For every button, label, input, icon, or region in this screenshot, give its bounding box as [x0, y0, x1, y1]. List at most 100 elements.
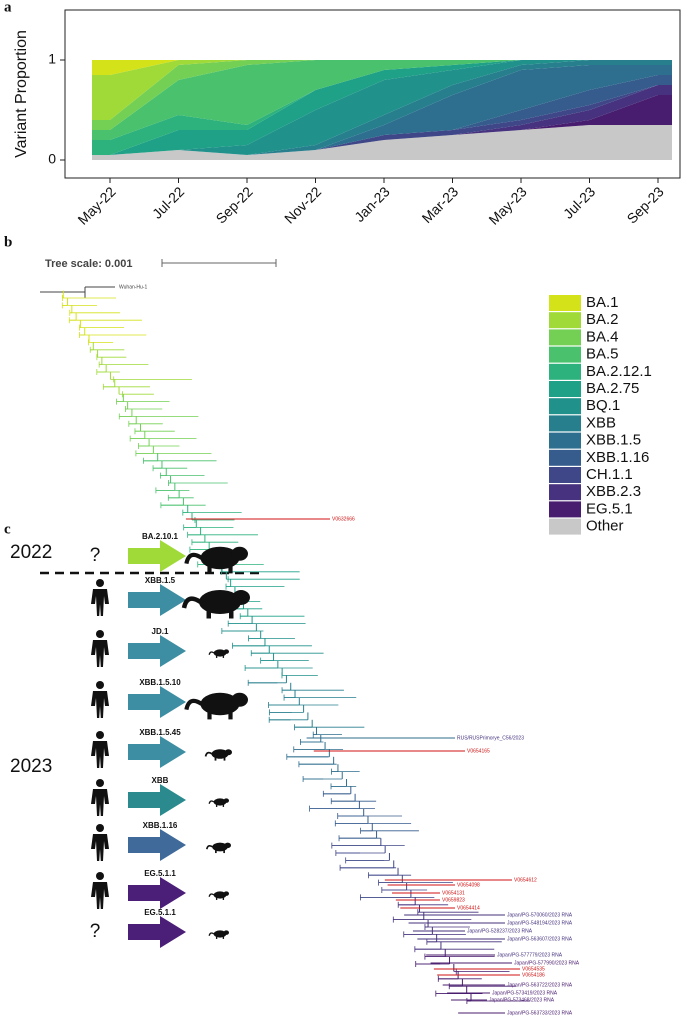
leaf-label: Japan/PG-577779/2023 RNA [497, 952, 563, 958]
body [211, 749, 229, 759]
area [92, 85, 672, 155]
legs [214, 757, 217, 761]
animal-icon [204, 749, 232, 761]
legs [229, 609, 234, 619]
head [223, 798, 229, 803]
human-icon [91, 579, 109, 616]
arrow [128, 736, 186, 768]
legs [206, 609, 211, 619]
body [213, 649, 227, 657]
head [231, 692, 248, 707]
legs [223, 757, 226, 761]
variant-label: XBB.1.5.45 [139, 728, 181, 737]
panel-label: b [4, 234, 12, 250]
variant-label: XBB.1.5 [145, 576, 176, 585]
leaf-label: Japan/PG-528237/2023 RNA [467, 928, 533, 934]
leaf-label: Japan/PG-570060/2023 RNA [507, 912, 573, 918]
body [91, 882, 109, 909]
legs [215, 849, 217, 854]
year-label: 2022 [10, 542, 52, 563]
animal-icon [205, 842, 231, 854]
head [96, 630, 104, 638]
head [231, 546, 248, 561]
legend-label: XBB [586, 414, 616, 431]
area [92, 125, 672, 160]
leaf-label: V0654098 [457, 882, 480, 888]
leaf-label: V0654612 [514, 877, 537, 883]
legend-label: Other [586, 518, 624, 535]
leaf-label: V0654535 [522, 966, 545, 972]
x-tick-label: Jul-22 [149, 183, 187, 221]
legend-swatch [549, 518, 581, 535]
leaf-label: V0659823 [442, 897, 465, 903]
arrow [128, 584, 186, 616]
legs [222, 897, 225, 900]
tail [204, 751, 213, 757]
leaf-label: Japan/PG-563733/2023 RNA [507, 1010, 573, 1016]
panel-label: c [4, 521, 11, 537]
head [224, 749, 232, 756]
animal-icon [208, 649, 229, 658]
body [199, 590, 241, 614]
arrow [128, 540, 186, 572]
body [213, 891, 227, 899]
y-tick-label: 0 [48, 151, 56, 167]
area [92, 65, 672, 155]
head [96, 681, 104, 689]
head [223, 649, 229, 654]
area [92, 95, 672, 155]
variant-label: JD.1 [152, 627, 169, 636]
leaf-label: RUS/RUSPrimorye_C56/2023 [457, 735, 524, 741]
leaf-label: Japan/PG-573419/2023 RNA [492, 990, 558, 996]
legend-swatch [549, 295, 581, 311]
leaf-label: Japan/PG-563722/2023 RNA [507, 982, 573, 988]
head [232, 590, 250, 605]
legs [215, 655, 218, 658]
unknown-host: ? [90, 545, 101, 566]
body [91, 691, 109, 718]
legend-label: BQ.1 [586, 397, 620, 414]
tree-scale-label: Tree scale: 0.001 [45, 258, 132, 270]
legs [215, 804, 218, 807]
legend-label: XBB.1.5 [586, 432, 641, 449]
variant-label: XBB [152, 776, 169, 785]
legend-swatch [549, 381, 581, 397]
head [223, 891, 229, 896]
legend-swatch [549, 312, 581, 329]
body [91, 589, 109, 616]
legs [222, 804, 225, 807]
tail [208, 651, 215, 655]
legend-swatch [549, 346, 581, 363]
x-tick-label: Jul-23 [560, 183, 598, 221]
legend-label: CH.1.1 [586, 466, 633, 483]
legend-swatch [549, 415, 581, 432]
x-tick-label: Sep-23 [623, 183, 666, 226]
legend-label: BA.4 [586, 328, 619, 345]
legend-swatch [549, 329, 581, 346]
arrow [128, 877, 186, 909]
legs [207, 565, 212, 574]
tail [208, 932, 215, 936]
tail [208, 893, 215, 897]
head [224, 842, 231, 849]
body [213, 930, 227, 938]
unknown-host: ? [90, 921, 101, 942]
legend-swatch [549, 484, 581, 501]
human-icon [91, 779, 109, 816]
leaf-label: V0632666 [332, 516, 355, 522]
x-tick-label: Sep-22 [212, 183, 255, 226]
y-tick-label: 1 [48, 51, 56, 67]
legs [223, 849, 225, 854]
legend-swatch [549, 467, 581, 483]
leaf-label: V0654186 [522, 972, 545, 978]
legend-label: BA.1 [586, 294, 619, 311]
legend-swatch [549, 501, 581, 518]
leaf-label: V0654131 [442, 890, 465, 896]
arrow [128, 635, 186, 667]
x-tick-label: Nov-22 [281, 183, 324, 226]
area [92, 60, 672, 155]
tail [181, 596, 202, 609]
x-tick-label: Mar-23 [419, 183, 462, 226]
leaf-label: V0654165 [467, 748, 490, 754]
